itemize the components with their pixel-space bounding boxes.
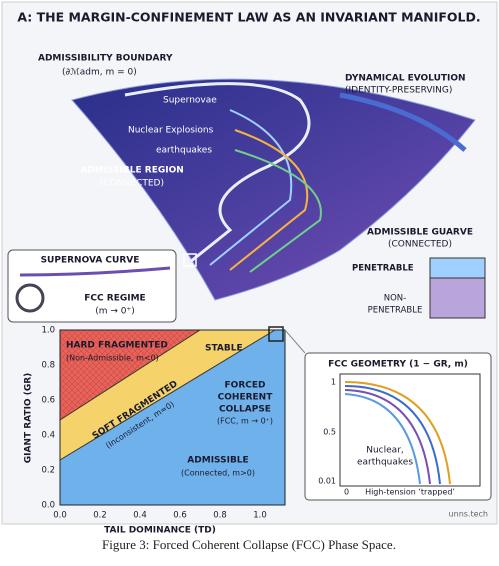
curve: [344, 393, 421, 485]
y-tick-label: 0.6: [41, 396, 55, 406]
y-axis-label: GIANT RATIO (GR): [24, 373, 34, 464]
label: PENETRABLE: [352, 264, 414, 274]
label: SUPERNOVA CURVE: [41, 256, 140, 266]
zoom-box: [183, 253, 197, 267]
y-tick-label: 0.0: [41, 501, 55, 511]
connector: [284, 329, 306, 354]
label: (IDENTITY-PRESERVING): [345, 86, 452, 96]
tick-label: 0.5: [323, 428, 336, 437]
curve: [344, 381, 451, 485]
inset-frame: [339, 373, 481, 487]
penetrable-block: [429, 257, 486, 279]
evolution-arrow: [339, 92, 467, 152]
inset-title: FCC GEOMETRY (1 − GR, m): [328, 360, 468, 370]
label: ADMISSIBLE: [187, 456, 248, 466]
label: ADMISSIBLE REGION: [80, 166, 184, 176]
label: ADMISSIBILITY BOUNDARY: [38, 54, 173, 64]
label: (Non-Admissible, m<0): [66, 354, 159, 363]
label: ADMISSIBLE GUARVE: [367, 228, 473, 238]
flow: [234, 149, 322, 273]
event: Supernovae: [163, 96, 217, 106]
label: (CONNECTED): [100, 179, 164, 189]
watermark: unns.tech: [449, 510, 488, 519]
flow: [209, 109, 293, 266]
label: (FCC, m → 0⁺): [217, 417, 273, 426]
ticks: 0.0 0.2 0.4 0.6 0.8 1.0 0.0 0.2 0.4 0.6 0.8 1.0: [41, 326, 266, 521]
label: (CONNECTED): [388, 240, 452, 250]
plot-frame: [59, 329, 286, 506]
label: COHERENT: [218, 393, 274, 403]
label: COLLAPSE: [219, 405, 271, 415]
magnifier: [15, 283, 45, 313]
label: PENETRABLE: [368, 306, 423, 316]
event: Nuclear Explosions: [128, 126, 214, 136]
divider: [59, 329, 276, 461]
x-tick-label: 0.2: [93, 511, 107, 521]
y-tick-label: 0.4: [41, 431, 55, 441]
zoom-box: [268, 326, 284, 342]
label: STABLE: [205, 344, 243, 354]
label: FCC REGIME: [84, 294, 145, 304]
tick-label: 1: [331, 378, 336, 387]
y-tick-label: 0.2: [41, 466, 55, 476]
x-tick-label: 0.8: [213, 511, 227, 521]
x-tick-label: 0.0: [53, 511, 67, 521]
y-tick-label: 1.0: [41, 326, 55, 336]
x-tick-label: 0.4: [133, 511, 147, 521]
divider: [59, 329, 201, 421]
label: HARD FRAGMENTED: [66, 341, 168, 351]
label: (∂ℳadm, m = 0): [62, 68, 137, 78]
label: (Connected, m>0): [181, 469, 255, 478]
title: A: THE MARGIN-CONFINEMENT LAW AS AN INVA…: [17, 10, 480, 25]
label: FORCED: [225, 381, 266, 391]
curve: [344, 385, 441, 485]
tick-label: 0: [344, 488, 349, 497]
caption: Figure 3: Forced Coherent Collapse (FCC)…: [102, 537, 396, 552]
zoom-panel: [7, 249, 177, 323]
label: NON-: [384, 294, 406, 304]
inset-x-label: High-tension ‘trapped’: [365, 488, 455, 497]
label: (m → 0⁺): [95, 307, 135, 317]
x-tick-label: 0.6: [173, 511, 187, 521]
flow: [229, 129, 309, 271]
boundary-curve: [124, 82, 311, 264]
non-penetrable-block: [429, 277, 486, 319]
label: DYNAMICAL EVOLUTION: [345, 74, 466, 84]
x-axis-label: TAIL DOMINANCE (TD): [104, 526, 216, 536]
tick-label: 0.01: [318, 477, 336, 486]
curve: [19, 266, 171, 277]
note: earthquakes: [357, 458, 413, 468]
x-tick-label: 1.0: [253, 511, 267, 521]
manifold-surface: [71, 78, 476, 301]
y-tick-label: 0.8: [41, 361, 55, 371]
event: earthquakes: [156, 146, 212, 156]
curve: [344, 389, 431, 485]
note: Nuclear,: [366, 446, 404, 456]
